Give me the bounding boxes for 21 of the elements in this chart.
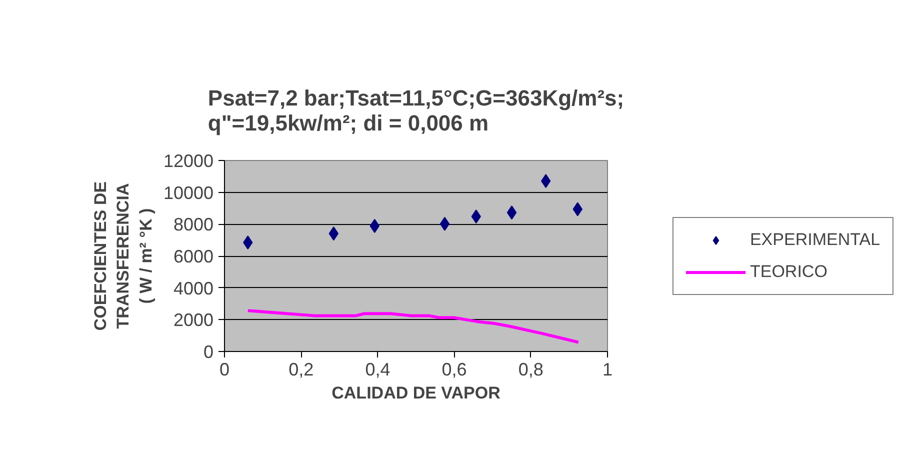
- line-series: [246, 309, 580, 344]
- y-tick-label: 10000: [163, 182, 214, 203]
- legend-label: EXPERIMENTAL: [750, 230, 880, 250]
- y-tick-label: 2000: [173, 310, 214, 330]
- y-tick-label: 12000: [163, 151, 214, 171]
- y-tick-label: 0: [203, 342, 214, 362]
- x-tick-label: 0,4: [365, 360, 390, 380]
- x-axis-title: CALIDAD DE VAPOR: [332, 384, 500, 402]
- chart-title: Psat=7,2 bar;Tsat=11,5°C;G=363Kg/m²s; q"=19,5kw/m²; di = 0,006 m: [208, 86, 624, 136]
- y-tick-label: 6000: [173, 246, 214, 266]
- x-tick-label: 0,2: [288, 360, 314, 380]
- point: [440, 216, 450, 231]
- y-axis-title: COEFCIENTES DE TRANSFERENCIA ( W / m² °K ): [90, 181, 156, 331]
- x-tick-label: 0,8: [518, 360, 544, 380]
- x-tick-label: 0: [219, 360, 230, 380]
- legend-label: TEORICO: [750, 262, 828, 282]
- x-tick-label: 1: [602, 360, 613, 380]
- y-tick-label: 8000: [173, 214, 214, 235]
- x-tick-label: 0,6: [442, 360, 467, 380]
- point: [506, 206, 517, 220]
- y-tick-label: 4000: [173, 278, 214, 298]
